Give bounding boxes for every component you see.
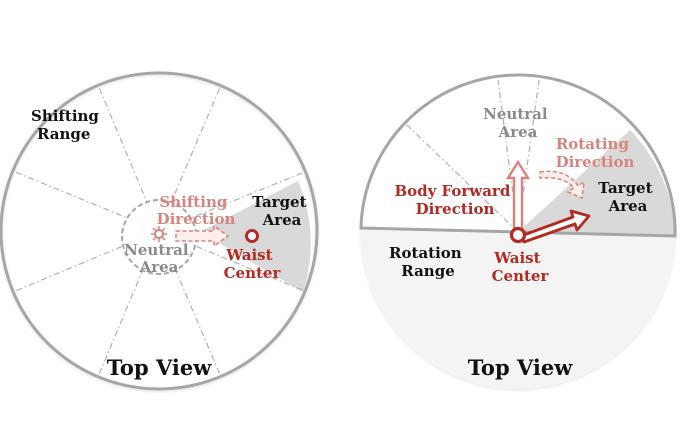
left-shifting-direction-label: Shifting Direction bbox=[157, 193, 236, 228]
left-view-title: Top View bbox=[107, 355, 212, 380]
left-shifting-range-circle bbox=[0, 71, 319, 391]
right-rotation-range-label: Rotation Range bbox=[389, 244, 467, 280]
right-target-area-label: Target Area bbox=[598, 179, 658, 215]
right-body-forward-arrow bbox=[505, 159, 531, 232]
right-neutral-area-label: Neutral Area bbox=[483, 105, 553, 141]
right-rotating-direction-arrow bbox=[539, 170, 585, 200]
left-panel: Shifting Range Target Area Shifting Dire… bbox=[0, 71, 319, 391]
left-waist-center-marker bbox=[245, 229, 259, 243]
left-waist-center-label: Waist Center bbox=[224, 246, 282, 282]
left-shifting-direction-arrow bbox=[175, 224, 230, 248]
left-neutral-center-icon bbox=[151, 226, 167, 242]
right-waist-direction-arrow bbox=[519, 209, 591, 244]
left-shifting-range-label: Shifting Range bbox=[31, 107, 104, 143]
left-target-area-label: Target Area bbox=[252, 193, 312, 229]
right-body-forward-label: Body Forward Direction bbox=[394, 182, 515, 218]
right-waist-center-label: Waist Center bbox=[492, 249, 550, 285]
right-target-area bbox=[518, 130, 675, 236]
right-rotating-direction-label: Rotating Direction bbox=[556, 135, 635, 171]
left-sector-lines bbox=[12, 84, 303, 378]
right-view-title: Top View bbox=[468, 355, 573, 380]
right-rotation-range-arc bbox=[359, 73, 677, 238]
right-waist-center-marker bbox=[509, 226, 527, 244]
right-panel: Neutral Area Rotating Direction Body For… bbox=[359, 73, 677, 389]
right-sector-lines bbox=[405, 79, 540, 233]
left-neutral-area-label: Neutral Area bbox=[124, 241, 194, 276]
